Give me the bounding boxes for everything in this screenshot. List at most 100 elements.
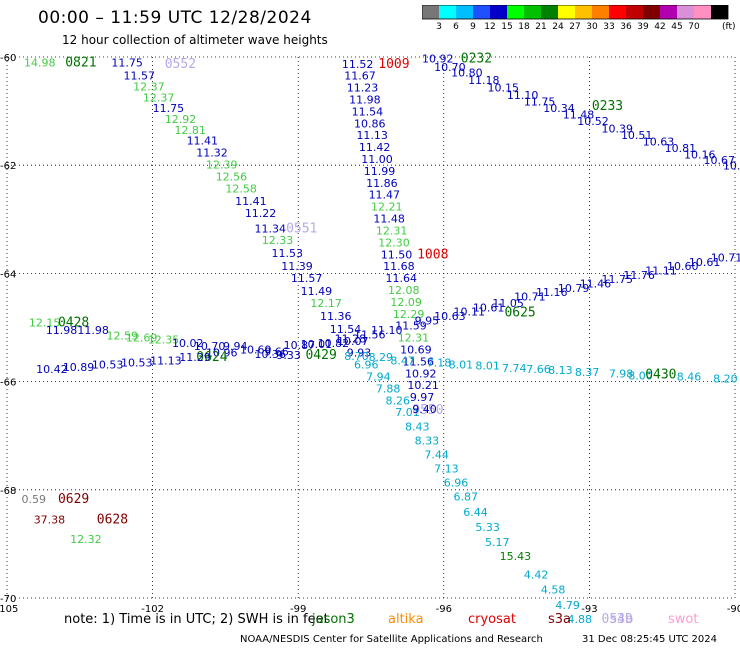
swh-value-label: 10.86 [354,117,386,130]
swh-value-label: 12.31 [398,332,430,345]
colorbar-swatch [422,5,439,19]
swh-value-label: 8.20 [713,373,738,386]
swh-value-label: 12.37 [133,81,165,94]
swh-value-label: 10.02 [172,337,204,350]
satellite-legend-s3b: s3b [610,612,634,627]
swh-value-label: 7.74 [502,362,527,375]
swh-value-label: 7.44 [424,448,449,461]
swh-value-label: 11.75 [153,102,185,115]
swh-value-label: 10.63 [643,136,675,149]
swh-value-label: 11.56 [354,328,386,341]
swh-value-label: 11.48 [373,213,405,226]
swh-value-label: 11.50 [381,248,413,261]
pass-time-label: 0430 [645,367,676,382]
x-tick-label: -93 [581,604,597,615]
satellite-legend-swot: swot [668,612,699,627]
colorbar-swatch [677,5,694,19]
swh-value-label: 10.69 [240,343,272,356]
colorbar-swatch [558,5,575,19]
pass-time-label: 0233 [592,99,623,114]
colorbar-tick: 18 [518,22,530,31]
swh-value-label: 11.10 [507,89,538,102]
colorbar-swatch [626,5,643,19]
swh-value-label: 7.01 [395,406,420,419]
swh-value-label: 10.71 [514,290,546,303]
swh-value-label: 11.53 [272,247,304,260]
swh-value-label: 10.36 [255,348,287,361]
swh-value-label: 10.53 [92,359,124,372]
swh-value-label: 8.13 [548,364,573,377]
swh-value-label: 11.57 [123,70,155,83]
swh-value-label: 5.33 [475,521,500,534]
swh-value-label: 12.08 [388,284,420,297]
x-tick-label: -90 [727,604,740,615]
colorbar-swatch [541,5,558,19]
pass-time-label: 0628 [97,512,128,527]
colorbar-tick: 27 [569,22,580,31]
swh-value-label: 10.15 [487,82,518,95]
swh-value-label: 10.60 [667,260,699,273]
satellite-legend-jason3: jason3 [312,612,355,627]
swh-value-label: 10.94 [723,160,740,173]
swh-value-label: 11.11 [645,264,677,277]
swh-value-label: 10.51 [621,129,653,142]
swh-value-label: 11.18 [468,74,500,87]
colorbar-tick: 45 [671,22,682,31]
axis-tick-labels: -105 -102 -99 -96 -93 -90 -60 -62 -64 -66 -68 -70 [0,53,740,615]
swh-value-label: 4.42 [524,569,549,582]
swh-value-label: 11.36 [320,310,352,323]
swh-value-label: 11.56 [403,355,435,368]
swh-value-label: 7.98 [609,367,634,380]
lat-lon-grid [6,56,736,599]
satellite-legend-altika: altika [388,612,424,627]
swh-value-label: 11.67 [344,70,376,83]
colorbar-border [422,5,729,20]
swh-value-label: 11.52 [342,58,374,71]
swh-value-label: 10.79 [558,282,590,295]
swh-value-label: 8.00 [628,369,653,382]
pass-time-label: 1009 [378,57,409,72]
swh-value-label: 11.98 [349,94,381,107]
y-tick-label: -64 [0,269,16,280]
swh-value-label: 11.28 [335,333,367,346]
chart-title: 00:00 – 11:59 UTC 12/28/2024 [38,8,312,28]
swh-value-label: 10.39 [602,123,634,136]
swh-value-label: 12.56 [216,170,248,183]
swh-value-label: 12.21 [371,201,403,214]
pass-time-label: 1008 [417,247,448,262]
footer-note: note: 1) Time is in UTC; 2) SWH is in fe… [64,612,329,627]
swh-value-label: 12.35 [148,334,180,347]
colorbar-tick: 21 [535,22,546,31]
colorbar-swatch [456,5,473,19]
colorbar-swatch [660,5,677,19]
swh-value-label: 9.40 [412,403,437,416]
swh-value-label: 10.34 [543,102,575,115]
swh-value-label: 10.87 [284,339,316,352]
swh-labels: 14.98 0821 11.75 055211.5712.3712.3711.7512… [22,51,740,626]
colorbar-swatch [524,5,541,19]
swh-value-label: 11.98 [46,324,78,337]
colorbar-tick: 33 [603,22,614,31]
swh-value-label: 7.88 [376,382,401,395]
x-tick-label: -102 [141,604,164,615]
pass-time-label: 0625 [504,306,535,321]
swh-value-label: 11.10 [371,324,403,337]
swh-value-label: 10.82 [318,337,350,350]
swh-value-label: 10.89 [63,361,95,374]
colorbar-tick: 24 [552,22,564,31]
swh-value-label: 11.05 [492,297,524,310]
colorbar-tick: 9 [470,22,476,31]
swh-value-label: 11.41 [235,195,267,208]
swh-value-label: 11.00 [361,153,393,166]
colorbar-tick: 12 [484,22,495,31]
swh-value-label: 12.81 [174,124,206,137]
x-tick-label: -96 [436,604,452,615]
swh-value-label: 12.31 [376,224,408,237]
footer-credit: NOAA/NESDIS Center for Satellite Applica… [240,634,543,645]
swh-value-label: 10.16 [684,149,716,162]
pass-time-label: 0232 [461,51,492,66]
swh-value-label: 11.41 [187,135,219,148]
swh-value-label: 10.21 [407,379,439,392]
footer-timestamp: 31 Dec 08:25:45 UTC 2024 [582,634,717,645]
colorbar-tick: 36 [620,22,632,31]
